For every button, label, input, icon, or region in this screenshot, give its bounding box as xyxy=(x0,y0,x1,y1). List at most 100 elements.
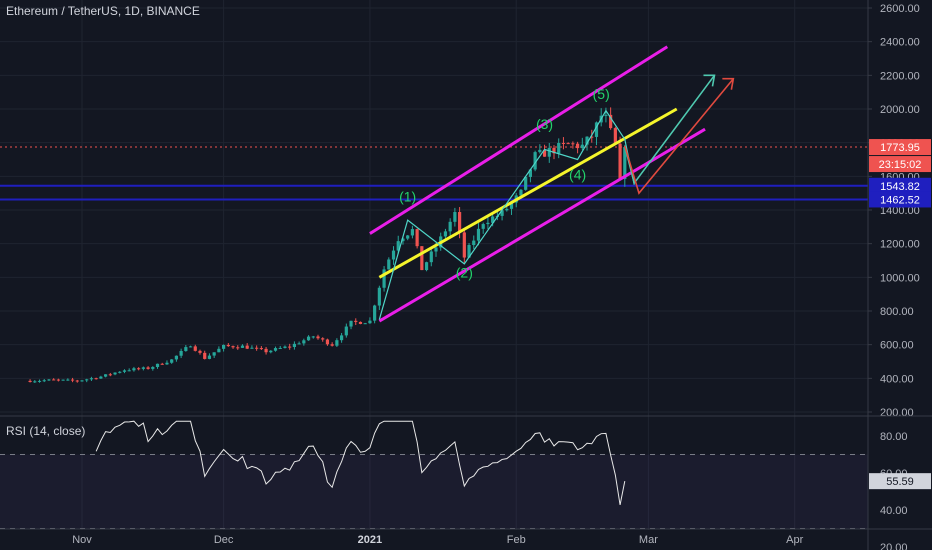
level-low-badge-bg xyxy=(869,191,931,208)
x-tick-label: Nov xyxy=(72,534,92,546)
last-price-badge-bg xyxy=(869,139,931,156)
candle-body xyxy=(340,335,344,341)
candle-body xyxy=(557,142,561,154)
y-tick-label: 1400.00 xyxy=(880,205,920,217)
y-tick-label: 600.00 xyxy=(880,340,914,352)
candle-body xyxy=(236,347,240,349)
candle-body xyxy=(321,338,325,340)
wave-label: (3) xyxy=(536,116,553,132)
rsi-tick-label: 40.00 xyxy=(880,505,908,517)
channel-midline xyxy=(378,107,678,279)
candle-body xyxy=(94,378,98,380)
candle-body xyxy=(462,232,466,258)
candle-body xyxy=(179,350,183,356)
candle-body xyxy=(85,379,89,381)
countdown-badge: 23:15:02 xyxy=(879,159,922,171)
candle-body xyxy=(401,238,405,242)
candle-body xyxy=(174,355,178,360)
candle-body xyxy=(443,231,448,237)
y-tick-label: 400.00 xyxy=(880,373,914,385)
candle-body xyxy=(387,259,391,270)
level-high-badge: 1543.82 xyxy=(880,181,920,193)
candle-body xyxy=(70,379,75,381)
candle-body xyxy=(198,350,202,353)
chart-title: Ethereum / TetherUS, 1D, BINANCE xyxy=(6,4,200,18)
wave-label: (1) xyxy=(399,189,416,205)
candle-body xyxy=(453,212,457,222)
candle-body xyxy=(590,136,594,138)
candle-body xyxy=(609,114,613,129)
candle-body xyxy=(391,250,396,260)
candle-body xyxy=(373,305,377,321)
candle-body xyxy=(47,379,51,381)
candle-body xyxy=(33,381,37,383)
candle-body xyxy=(377,287,381,306)
x-tick-label: Mar xyxy=(639,534,658,546)
candle-body xyxy=(410,229,414,236)
wave-label: (2) xyxy=(456,264,473,280)
candle-body xyxy=(358,321,363,324)
last-price-badge: 1773.95 xyxy=(880,142,920,154)
candle-body xyxy=(354,320,358,322)
candle-body xyxy=(306,336,311,341)
elliott-wave-path xyxy=(378,109,635,320)
candle-body xyxy=(316,336,320,339)
candle-body xyxy=(132,368,136,371)
candle-body xyxy=(472,240,476,246)
candle-body xyxy=(75,380,79,382)
candle-body xyxy=(561,142,566,144)
rsi-band xyxy=(0,454,868,529)
candle-body xyxy=(269,350,273,353)
level-low-badge: 1462.52 xyxy=(880,194,920,206)
candle-body xyxy=(245,345,249,349)
projection-arrow-red xyxy=(624,78,734,195)
rsi-tick-label: 80.00 xyxy=(880,431,908,443)
candle-body xyxy=(297,343,301,345)
x-tick-label: 2021 xyxy=(358,534,382,546)
candle-body xyxy=(273,348,278,351)
candle-body xyxy=(604,114,608,116)
y-tick-label: 200.00 xyxy=(880,407,914,419)
rsi-title: RSI (14, close) xyxy=(6,424,86,438)
candle-body xyxy=(429,251,433,263)
candle-body xyxy=(217,348,221,353)
candle-body xyxy=(118,371,122,373)
candle-body xyxy=(56,379,60,381)
candle-body xyxy=(188,346,193,348)
y-tick-label: 800.00 xyxy=(880,306,914,318)
candle-body xyxy=(580,144,584,149)
channel-upper-line xyxy=(369,45,669,235)
candle-body xyxy=(99,376,103,379)
candle-body xyxy=(137,368,141,370)
candle-body xyxy=(424,262,429,271)
candle-body xyxy=(618,143,622,179)
rsi-tick-label: 20.00 xyxy=(880,542,908,550)
level-high-badge-bg xyxy=(869,177,931,194)
y-tick-label: 1200.00 xyxy=(880,239,920,251)
candle-body xyxy=(481,224,485,229)
horizontal-levels xyxy=(0,146,868,201)
candle-body xyxy=(519,189,523,196)
candle-body xyxy=(52,379,56,381)
candle-body xyxy=(533,152,537,170)
candle-body xyxy=(585,136,589,145)
candle-body xyxy=(259,348,263,350)
candle-body xyxy=(193,346,197,351)
candle-body xyxy=(594,122,599,137)
rsi-line xyxy=(95,420,626,506)
candle-body xyxy=(37,380,42,382)
candle-body xyxy=(613,128,617,144)
y-tick-label: 1000.00 xyxy=(880,272,920,284)
candle-body xyxy=(349,320,353,327)
candle-body xyxy=(542,149,547,157)
candles xyxy=(28,107,627,383)
candle-body xyxy=(325,339,330,345)
arrowhead-green-icon xyxy=(703,74,716,87)
candle-body xyxy=(170,359,174,363)
candle-body xyxy=(255,347,259,349)
candle-body xyxy=(226,344,230,347)
candle-body xyxy=(524,176,528,190)
